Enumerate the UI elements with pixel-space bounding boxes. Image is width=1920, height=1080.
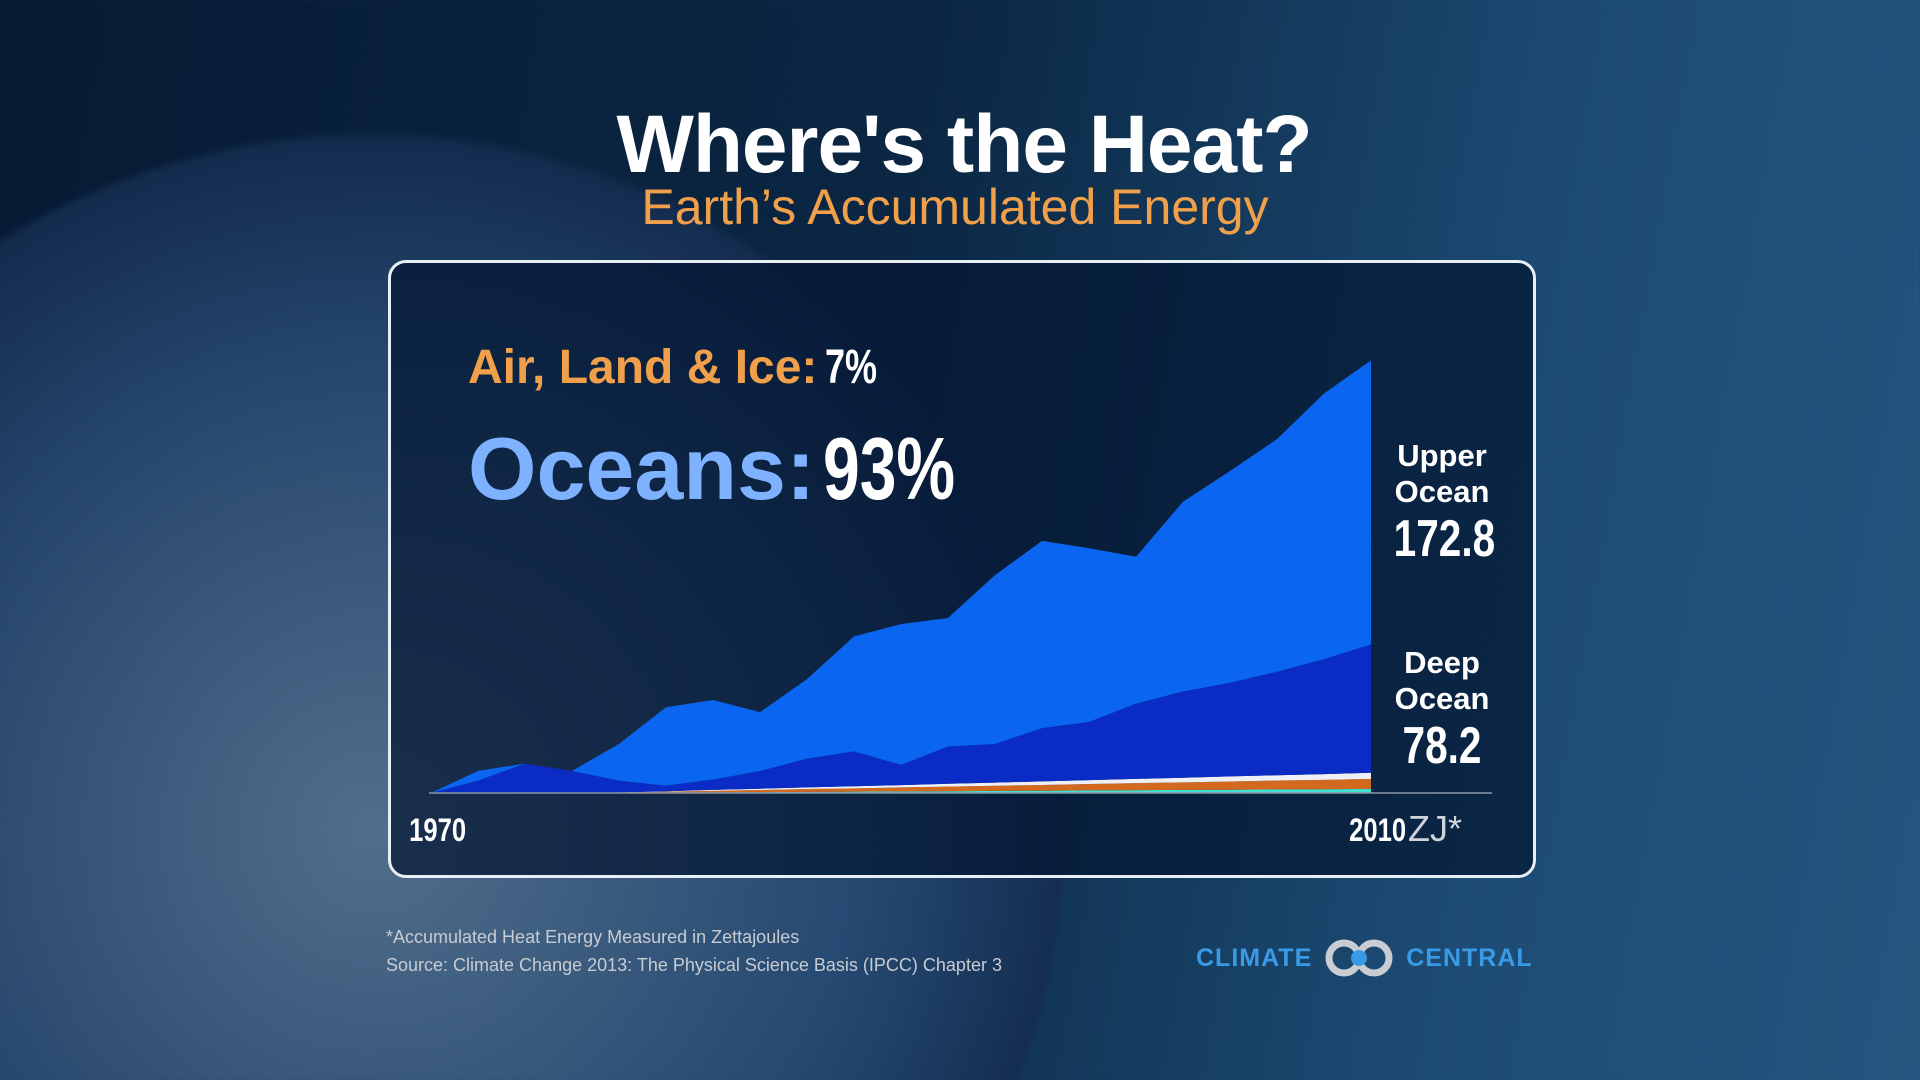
summary-row: Air, Land & Ice: 7% bbox=[468, 340, 895, 395]
unit-label: ZJ* bbox=[1408, 808, 1462, 849]
logo-text: CENTRAL bbox=[1406, 943, 1533, 972]
series-label: Upper Ocean 172.8 bbox=[1380, 438, 1504, 568]
subtitle: Earth’s Accumulated Energy bbox=[641, 179, 1269, 235]
area bbox=[431, 778, 1371, 793]
logo-icon bbox=[1325, 939, 1393, 977]
area bbox=[431, 644, 1371, 793]
summary-label: Air, Land & Ice: bbox=[468, 341, 818, 394]
title: Where's the Heat? bbox=[616, 99, 1312, 190]
end-value: 172.8 bbox=[1393, 510, 1496, 569]
footnote: *Accumulated Heat Energy Measured in Zet… bbox=[386, 927, 800, 947]
area bbox=[431, 360, 1371, 793]
series-label: Deep Ocean 78.2 bbox=[1380, 645, 1504, 775]
logo: CLIMATE CENTRAL bbox=[1196, 938, 1533, 978]
summary-label: Oceans: bbox=[468, 419, 816, 518]
series-name: Upper Ocean bbox=[1394, 438, 1490, 510]
logo-text: CLIMATE bbox=[1196, 943, 1313, 972]
x-tick-label: 2010 bbox=[1349, 812, 1407, 848]
summary-row: Oceans:93% bbox=[468, 418, 999, 520]
area bbox=[431, 788, 1371, 793]
series-name: Deep Ocean bbox=[1394, 644, 1490, 716]
summary-value: 7% bbox=[825, 341, 878, 394]
x-tick-label: 1970 bbox=[409, 812, 467, 848]
source: Source: Climate Change 2013: The Physica… bbox=[386, 955, 1002, 975]
end-value: 78.2 bbox=[1402, 716, 1482, 775]
summary-value: 93% bbox=[823, 419, 956, 518]
